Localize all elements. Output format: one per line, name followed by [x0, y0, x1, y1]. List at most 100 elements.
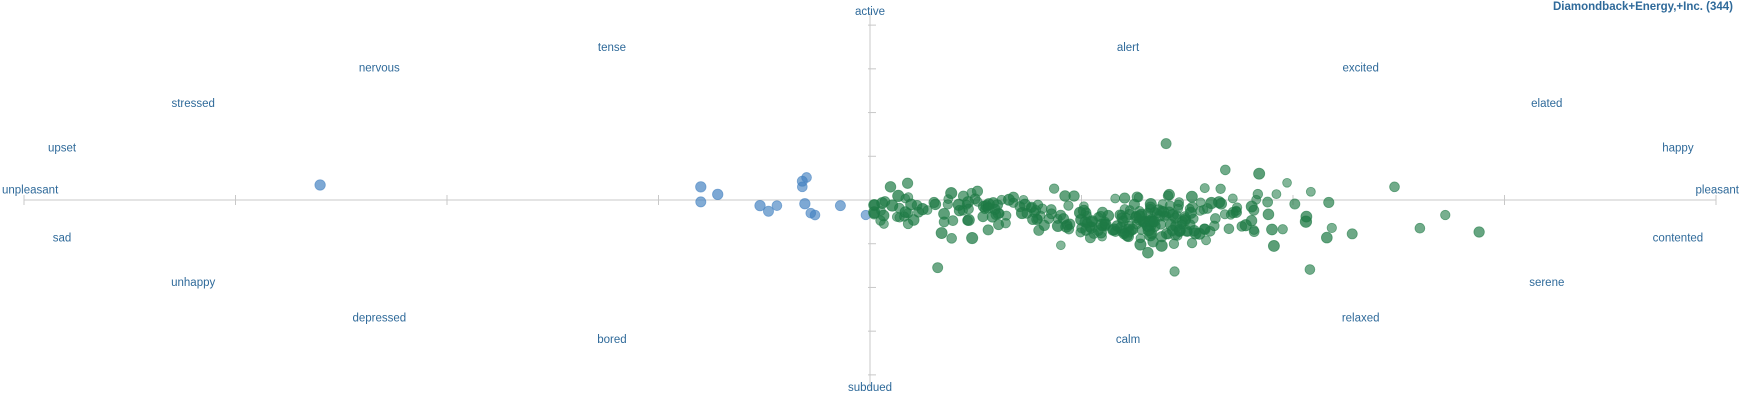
data-point-positive [1018, 194, 1029, 205]
data-point-positive [1184, 206, 1197, 219]
data-point-positive [1120, 212, 1132, 224]
mood-label-calm: calm [1116, 334, 1140, 346]
data-point-positive [982, 224, 994, 236]
data-point-positive [1119, 192, 1131, 204]
data-point-positive [1110, 193, 1121, 204]
data-point-positive [946, 233, 957, 244]
data-point-positive [938, 216, 950, 228]
data-point-negative [695, 196, 707, 208]
data-point-positive [957, 190, 969, 202]
data-point-negative [809, 209, 821, 221]
mood-label-upset: upset [48, 142, 77, 154]
mood-label-serene: serene [1529, 277, 1564, 289]
data-point-positive [879, 196, 891, 207]
data-point-positive [1205, 196, 1218, 210]
data-point-positive [1144, 197, 1157, 210]
mood-label-bored: bored [597, 334, 626, 346]
data-point-positive [884, 181, 897, 193]
data-point-positive [1219, 209, 1230, 220]
data-point-positive [1195, 206, 1205, 216]
mood-label-excited: excited [1342, 62, 1378, 74]
mood-label-sad: sad [53, 233, 72, 245]
data-point-positive [1215, 183, 1226, 194]
data-point-positive [1236, 221, 1248, 232]
data-point-positive [1262, 208, 1275, 221]
data-point-positive [1299, 215, 1313, 228]
data-point-positive [1326, 222, 1337, 234]
data-point-positive [1160, 138, 1172, 150]
mood-label-active: active [855, 6, 885, 18]
data-point-positive [957, 205, 968, 216]
data-point-negative [763, 205, 774, 217]
data-point-positive [1163, 188, 1175, 201]
data-point-positive [1059, 190, 1071, 202]
data-point-positive [1323, 196, 1335, 208]
mood-label-nervous: nervous [359, 62, 400, 74]
data-point-positive [1321, 231, 1333, 244]
data-point-positive [1048, 183, 1060, 194]
mood-label-alert: alert [1117, 42, 1140, 54]
data-point-positive [1266, 223, 1278, 236]
data-point-positive [922, 205, 933, 215]
data-point-positive [1063, 223, 1075, 235]
data-point-negative [712, 188, 724, 200]
data-point-positive [1119, 228, 1130, 239]
data-point-positive [1156, 231, 1168, 243]
data-point-positive [1209, 220, 1220, 232]
data-point-negative [314, 179, 326, 191]
data-point-negative [801, 172, 812, 183]
data-point-positive [1008, 197, 1019, 208]
data-point-positive [1063, 200, 1074, 211]
data-point-positive [1201, 235, 1212, 246]
data-point-positive [982, 198, 995, 211]
data-point-positive [1227, 193, 1238, 204]
data-point-positive [1248, 204, 1260, 216]
data-point-positive [1282, 177, 1292, 188]
data-point-positive [1092, 225, 1104, 236]
data-point-negative [754, 199, 766, 212]
data-point-positive [1267, 240, 1280, 252]
data-point-positive [1186, 237, 1198, 249]
data-point-positive [1304, 264, 1316, 275]
data-point-negative [771, 200, 783, 211]
data-point-positive [1038, 219, 1050, 232]
mood-label-stressed: stressed [171, 98, 214, 110]
data-point-positive [1134, 238, 1147, 251]
mood-label-pleasant: pleasant [1696, 185, 1740, 197]
data-point-positive [892, 189, 905, 203]
data-point-positive [901, 177, 914, 189]
mood-label-depressed: depressed [352, 313, 406, 325]
data-point-positive [1000, 218, 1011, 229]
data-point-positive [1169, 266, 1180, 277]
data-point-positive [1148, 215, 1160, 228]
chart-title: Diamondback+Energy,+Inc. (344) [1553, 1, 1733, 13]
data-point-positive [1080, 224, 1092, 236]
mood-labels: active subdued unpleasant pleasant tense nerv… [2, 6, 1740, 394]
data-point-positive [1199, 223, 1210, 235]
data-point-positive [928, 196, 940, 208]
data-point-negative [695, 181, 707, 193]
data-point-positive [935, 227, 948, 239]
axes [23, 12, 1717, 388]
data-point-positive [1199, 183, 1210, 194]
data-points [314, 138, 1485, 277]
data-point-positive [905, 198, 918, 211]
data-point-positive [1021, 207, 1033, 219]
data-point-positive [868, 208, 880, 220]
mood-label-subdued: subdued [848, 382, 892, 394]
data-point-positive [1277, 224, 1288, 235]
data-point-positive [1253, 167, 1266, 180]
data-point-positive [1051, 219, 1064, 233]
data-point-positive [1128, 198, 1140, 210]
data-point-positive [1389, 181, 1400, 193]
data-point-positive [902, 218, 914, 230]
data-point-positive [1056, 240, 1066, 251]
data-point-positive [1173, 203, 1184, 214]
data-point-positive [875, 215, 886, 226]
data-point-positive [947, 215, 959, 227]
mood-label-unhappy: unhappy [171, 277, 215, 289]
data-point-positive [1473, 226, 1485, 238]
data-point-positive [1133, 210, 1146, 223]
data-point-positive [1195, 197, 1206, 208]
